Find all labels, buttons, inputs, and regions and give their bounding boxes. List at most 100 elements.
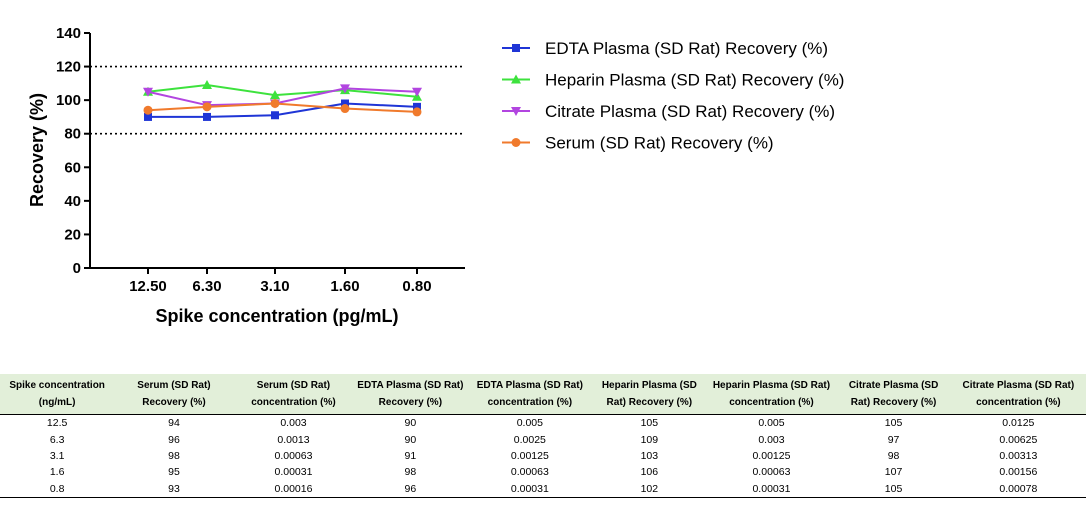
table-cell: 98 [887,449,900,462]
data-point [341,99,349,108]
table-cell: 106 [640,466,659,479]
table-cell: 102 [592,480,707,498]
y-tick-label: 140 [56,25,81,42]
y-tick-label: 80 [64,126,81,143]
table-cell: 91 [404,449,417,462]
header-heparin-recovery: Heparin Plasma (SD Rat) Recovery (%) [592,374,707,415]
series-0 [144,99,421,121]
table-cell: 90 [404,433,417,446]
x-tick-label: 12.50 [129,278,167,295]
data-point [202,80,212,90]
header-serum-recovery: Serum (SD Rat) Recovery (%) [114,374,234,415]
table-cell: 0.005 [758,417,785,430]
table-row: 3.1 98 0.00063 91 0.00125 103 0.00125 98… [0,448,1086,464]
table-cell: 93 [114,480,234,498]
table-row: 12.5 94 0.003 90 0.005 105 0.005 105 0.0… [0,415,1086,432]
table-cell: 0.8 [0,480,115,498]
y-tick-label: 60 [64,159,81,176]
data-table: Spike concentration (ng/mL) Serum (SD Ra… [0,374,1086,498]
table-cell: 107 [884,466,903,479]
header-edta-concentration: EDTA Plasma (SD Rat) concentration (%) [467,374,593,415]
table-cell: 98 [168,449,180,462]
data-point [340,104,350,114]
header-heparin-concentration: Heparin Plasma (SD Rat) concentration (%… [706,374,837,415]
table-cell: 0.00031 [706,480,837,498]
table-cell: 95 [168,466,180,479]
data-point [144,112,152,121]
legend-item: Citrate Plasma (SD Rat) Recovery (%) [502,102,835,121]
table-cell: 12.5 [46,417,68,430]
x-ticks: 12.50 6.30 3.10 1.60 0.80 [129,268,432,295]
table-header-row: Spike concentration (ng/mL) Serum (SD Ra… [0,374,1086,415]
table-cell: 0.00156 [999,466,1038,479]
header-edta-recovery: EDTA Plasma (SD Rat) Recovery (%) [353,374,468,415]
legend-marker [511,74,521,84]
table-cell: 0.003 [758,433,785,446]
legend-label: Heparin Plasma (SD Rat) Recovery (%) [545,71,844,90]
table-cell: 3.1 [49,449,65,462]
data-point [413,102,421,111]
table-cell: 0.0025 [513,433,546,446]
table-cell: 105 [836,480,951,498]
table-cell: 0.003 [280,417,307,430]
table-cell: 105 [884,417,903,430]
y-tick-label: 0 [73,260,81,277]
y-ticks: 0 20 40 60 80 100 120 140 [56,25,90,277]
data-point [412,107,422,117]
legend-label: Citrate Plasma (SD Rat) Recovery (%) [545,102,835,121]
table-cell: 0.00313 [999,449,1038,462]
table-cell: 0.00078 [950,480,1086,498]
table-cell: 0.00625 [999,433,1038,446]
table-cell: 96 [168,433,180,446]
legend-label: Serum (SD Rat) Recovery (%) [545,134,774,153]
header-citrate-concentration: Citrate Plasma (SD Rat) concentration (%… [950,374,1086,415]
series-lines [143,80,422,121]
data-point [270,99,280,108]
table-cell: 0.005 [516,417,543,430]
data-point [143,87,153,97]
y-axis-label: Recovery (%) [27,93,47,207]
legend-item: Heparin Plasma (SD Rat) Recovery (%) [502,71,844,90]
table-cell: 98 [404,466,417,479]
table-cell: 103 [640,449,659,462]
table-cell: 6.3 [49,433,65,446]
y-tick-label: 100 [56,92,81,109]
legend: EDTA Plasma (SD Rat) Recovery (%) Heparin… [502,39,844,153]
y-tick-label: 20 [64,226,81,243]
x-tick-label: 6.30 [192,278,221,295]
table-cell: 96 [353,480,468,498]
recovery-chart: 0 20 40 60 80 100 120 140 12.50 6.30 3.10 1.60 0.80… [27,25,844,326]
table-cell: 109 [640,433,659,446]
data-point [143,105,153,115]
legend-item: EDTA Plasma (SD Rat) Recovery (%) [502,39,828,58]
legend-marker [512,44,520,52]
data-point [203,112,211,121]
data-point [270,90,280,100]
x-tick-label: 0.80 [402,278,431,295]
table-cell: 90 [404,417,417,430]
table-cell: 97 [887,433,900,446]
series-line [147,87,418,107]
header-citrate-recovery: Citrate Plasma (SD Rat) Recovery (%) [836,374,951,415]
data-point [202,102,212,112]
y-tick-label: 120 [56,59,81,76]
table-cell: 94 [168,417,180,430]
table-cell: 0.00125 [752,449,791,462]
data-point [340,84,350,94]
legend-marker [511,138,521,147]
legend-marker [511,107,521,116]
data-point [271,111,279,120]
table-cell: 105 [640,417,659,430]
series-3 [143,99,422,117]
x-tick-label: 3.10 [260,278,289,295]
table-cell: 0.00063 [274,449,313,462]
y-tick-label: 40 [64,193,81,210]
table-cell: 0.0013 [277,433,310,446]
table-cell: 1.6 [49,466,65,479]
table-cell: 0.00031 [467,480,593,498]
table-cell: 0.00016 [233,480,354,498]
chart-axes [89,33,465,269]
x-axis-label: Spike concentration (pg/mL) [155,306,398,326]
header-spike-concentration: Spike concentration (ng/mL) [0,374,115,415]
table-row: 1.6 95 0.00031 98 0.00063 106 0.00063 10… [0,464,1086,480]
